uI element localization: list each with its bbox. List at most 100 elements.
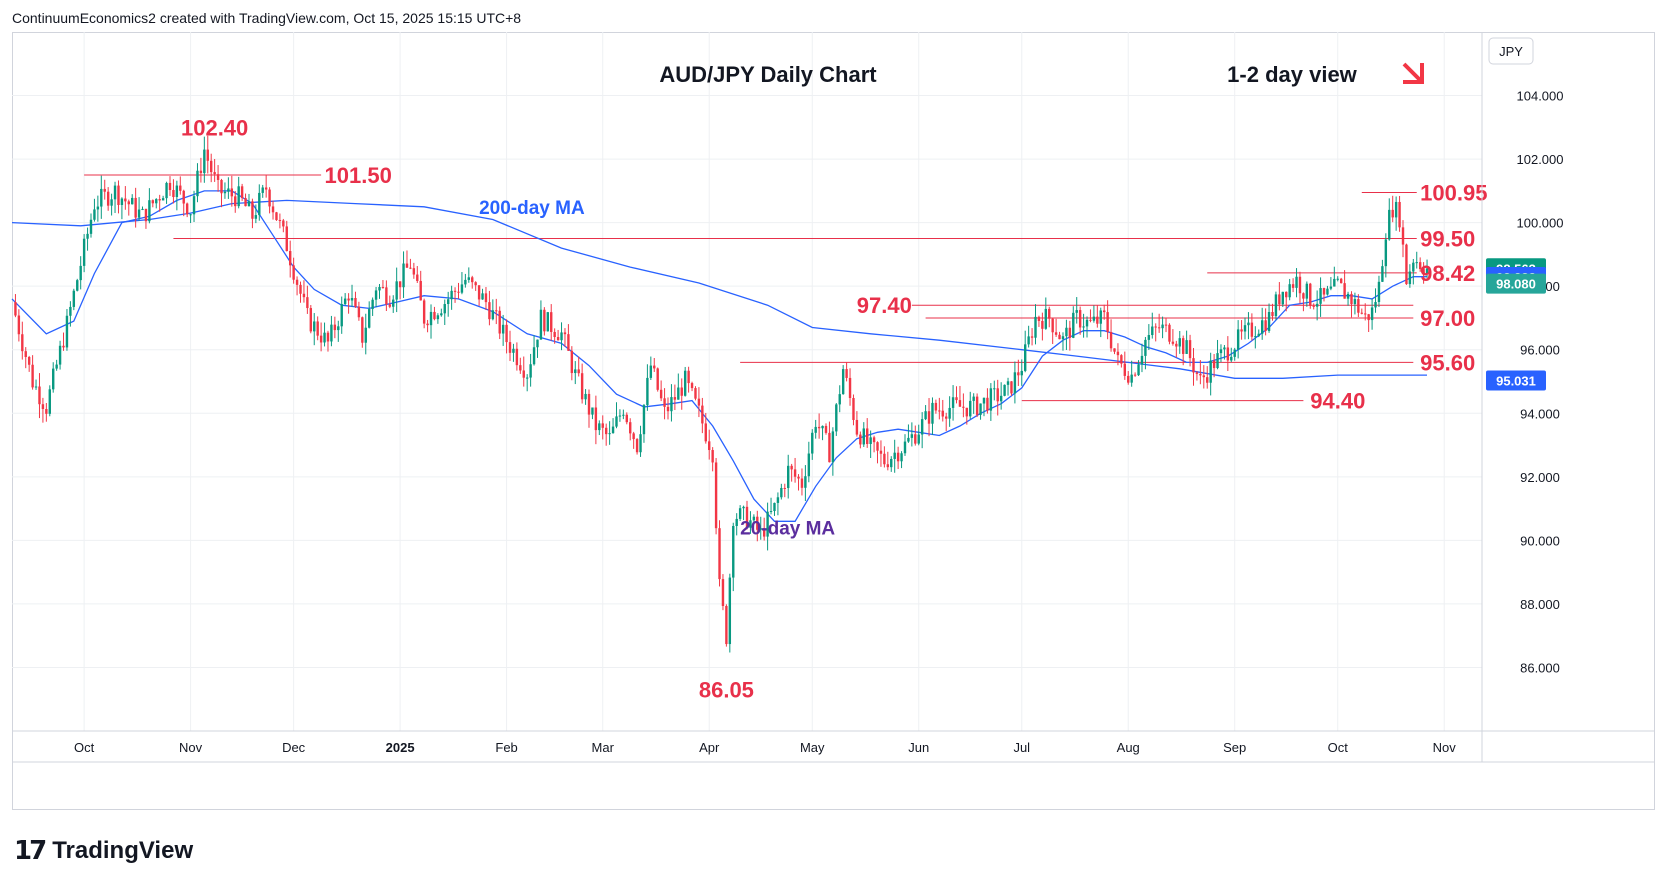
candle-body <box>357 306 361 318</box>
candle-body <box>800 478 804 488</box>
candle-body <box>1381 266 1384 282</box>
candle-body <box>1078 310 1082 328</box>
candle-body <box>367 309 371 328</box>
candle-body <box>1322 288 1326 295</box>
candle-body <box>811 432 814 454</box>
candle-body <box>1044 308 1048 329</box>
candle-body <box>824 425 828 433</box>
candle-body <box>821 425 824 429</box>
candle-body <box>1027 336 1030 345</box>
candle-body <box>694 388 697 399</box>
candle-body <box>1236 329 1240 350</box>
candle-body <box>560 332 563 341</box>
tradingview-logo[interactable]: 17 TradingView <box>14 836 193 866</box>
ma-200-line <box>11 199 1427 379</box>
candle-body <box>604 427 608 435</box>
candle-body <box>460 284 464 293</box>
candle-body <box>855 419 859 435</box>
candle-body <box>172 190 175 198</box>
candle-body <box>1188 340 1192 359</box>
candle-body <box>467 277 471 280</box>
candle-body <box>251 201 254 219</box>
candle-body <box>134 197 137 218</box>
candle-body <box>866 428 869 444</box>
tradingview-logo-icon: 17 <box>14 836 47 866</box>
candle-body <box>446 299 450 305</box>
candle-body <box>275 212 278 221</box>
candle-body <box>364 327 367 343</box>
candle-body <box>27 357 31 365</box>
candle-body <box>642 405 646 435</box>
candle-body <box>1422 269 1425 275</box>
candle-body <box>532 347 536 365</box>
candle-body <box>749 520 752 528</box>
candle-body <box>477 285 481 300</box>
price-tag-label: 98.080 <box>1496 277 1536 292</box>
candle-body <box>1285 291 1288 298</box>
candle-body <box>203 149 206 174</box>
candle-body <box>1206 377 1209 383</box>
candle-body <box>584 393 587 400</box>
candle-body <box>175 185 179 198</box>
candle-body <box>958 400 962 407</box>
candle-body <box>21 334 24 352</box>
candle-body <box>543 309 546 332</box>
candle-body <box>1099 310 1102 324</box>
candle-body <box>931 402 934 424</box>
candle-body <box>759 528 762 530</box>
candle-body <box>773 502 776 512</box>
candle-body <box>220 179 223 194</box>
candle-body <box>900 453 903 462</box>
candle-body <box>1185 340 1188 354</box>
candle-body <box>728 577 732 645</box>
candle-body <box>1161 324 1164 329</box>
candle-body <box>567 334 570 351</box>
candle-body <box>1401 227 1405 245</box>
candle-body <box>398 281 402 288</box>
candle-body <box>1048 308 1051 319</box>
candle-body <box>1082 326 1085 328</box>
candle-body <box>1037 316 1041 321</box>
candle-body <box>45 408 48 414</box>
candle-body <box>484 293 488 303</box>
candle-body <box>237 186 240 207</box>
grid <box>12 32 1482 731</box>
y-tick-label: 88.000 <box>1520 597 1560 612</box>
candle-body <box>690 383 694 389</box>
level-label: 94.40 <box>1310 389 1365 414</box>
candle-body <box>106 191 110 206</box>
candle-body <box>433 311 436 320</box>
candle-body <box>982 397 986 404</box>
candle-body <box>144 208 148 222</box>
candle-body <box>158 199 161 201</box>
candle-body <box>288 251 292 266</box>
candle-body <box>1140 355 1144 365</box>
y-tick-label: 94.000 <box>1520 406 1560 421</box>
candle-body <box>632 433 635 440</box>
candle-body <box>529 364 532 378</box>
candle-body <box>347 298 350 301</box>
candle-body <box>185 203 189 215</box>
candle-body <box>409 267 412 269</box>
x-tick-label: Jul <box>1013 740 1030 755</box>
level-label: 100.95 <box>1420 180 1487 205</box>
candle-body <box>618 415 622 417</box>
candle-body <box>1109 332 1113 349</box>
candle-body <box>1254 336 1257 338</box>
tradingview-logo-text: TradingView <box>52 837 194 864</box>
candle-body <box>261 187 264 193</box>
candle-body <box>1408 271 1412 285</box>
candle-body <box>817 426 821 429</box>
candle-body <box>745 506 749 528</box>
candle-body <box>1147 335 1151 340</box>
candle-body <box>292 265 295 280</box>
candle-body <box>1364 313 1367 315</box>
candle-body <box>876 442 879 451</box>
y-tick-label: 104.000 <box>1517 89 1564 104</box>
candle-body <box>1054 332 1058 335</box>
candle-body <box>951 397 955 408</box>
candle-body <box>934 402 938 411</box>
level-label: 99.50 <box>1420 227 1475 252</box>
y-tick-label: 102.000 <box>1517 152 1564 167</box>
